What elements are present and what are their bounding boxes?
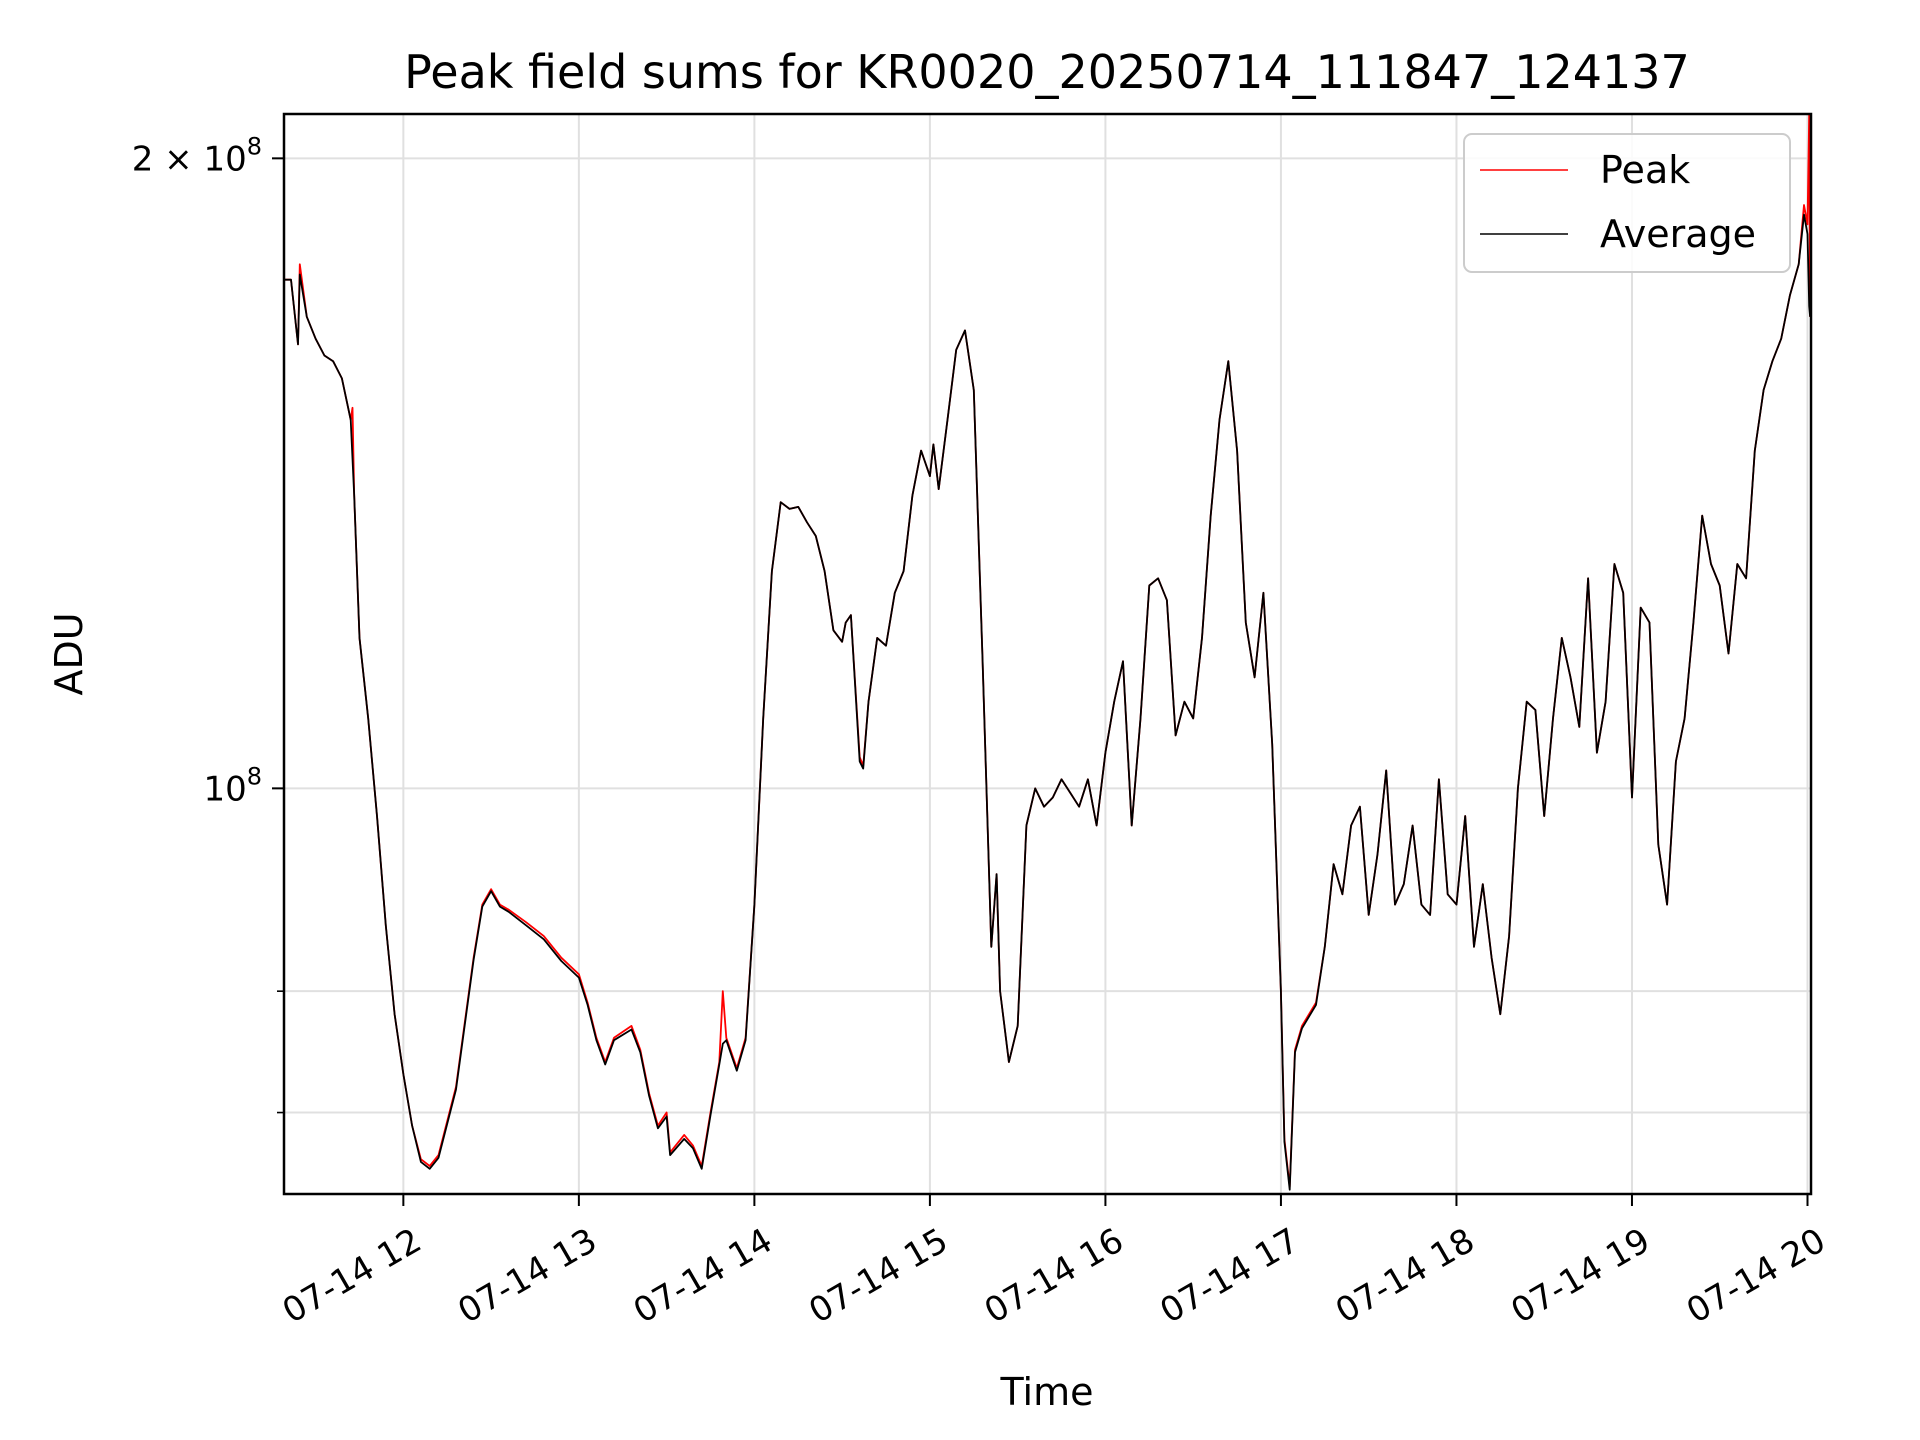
grid: [284, 114, 1811, 1194]
y-tick-label: 2 × 108: [132, 132, 262, 179]
legend-label-average: Average: [1600, 212, 1756, 256]
legend-box: [1463, 133, 1791, 273]
y-tick-label: 108: [203, 762, 262, 809]
chart-title: Peak field sums for KR0020_20250714_1118…: [404, 45, 1690, 99]
plot-frame: [282, 112, 1813, 1196]
series-line-average: [284, 213, 1811, 1191]
legend-label-peak: Peak: [1600, 148, 1690, 192]
series-layer: [284, 113, 1811, 1191]
legend: Peak Average: [1463, 133, 1791, 273]
x-axis-label: Time: [1000, 1370, 1094, 1414]
y-axis-label: ADU: [47, 612, 91, 695]
